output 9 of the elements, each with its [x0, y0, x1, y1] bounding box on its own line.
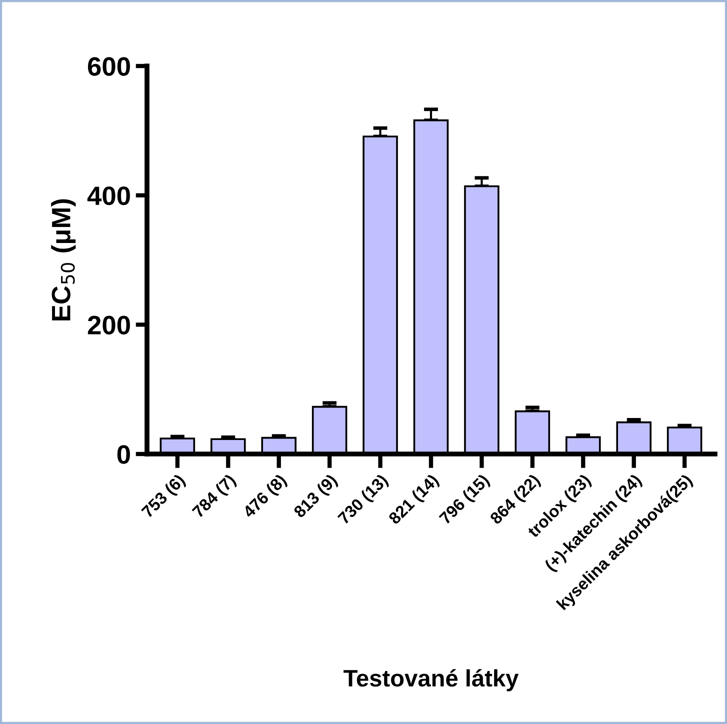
x-axis-title: Testované látky — [344, 669, 519, 692]
y-axis-title: EC$_{50}$ (μM) — [51, 199, 76, 320]
x-tick-label: 753 (6) — [140, 473, 188, 521]
x-tick-label: 784 (7) — [191, 473, 239, 521]
y-tick-label: 400 — [87, 186, 130, 206]
x-tick-label: 476 (8) — [242, 473, 290, 521]
y-tick-label: 200 — [88, 316, 130, 334]
y-tick-label: 600 — [88, 57, 130, 76]
y-tick-label: 0 — [117, 445, 130, 464]
